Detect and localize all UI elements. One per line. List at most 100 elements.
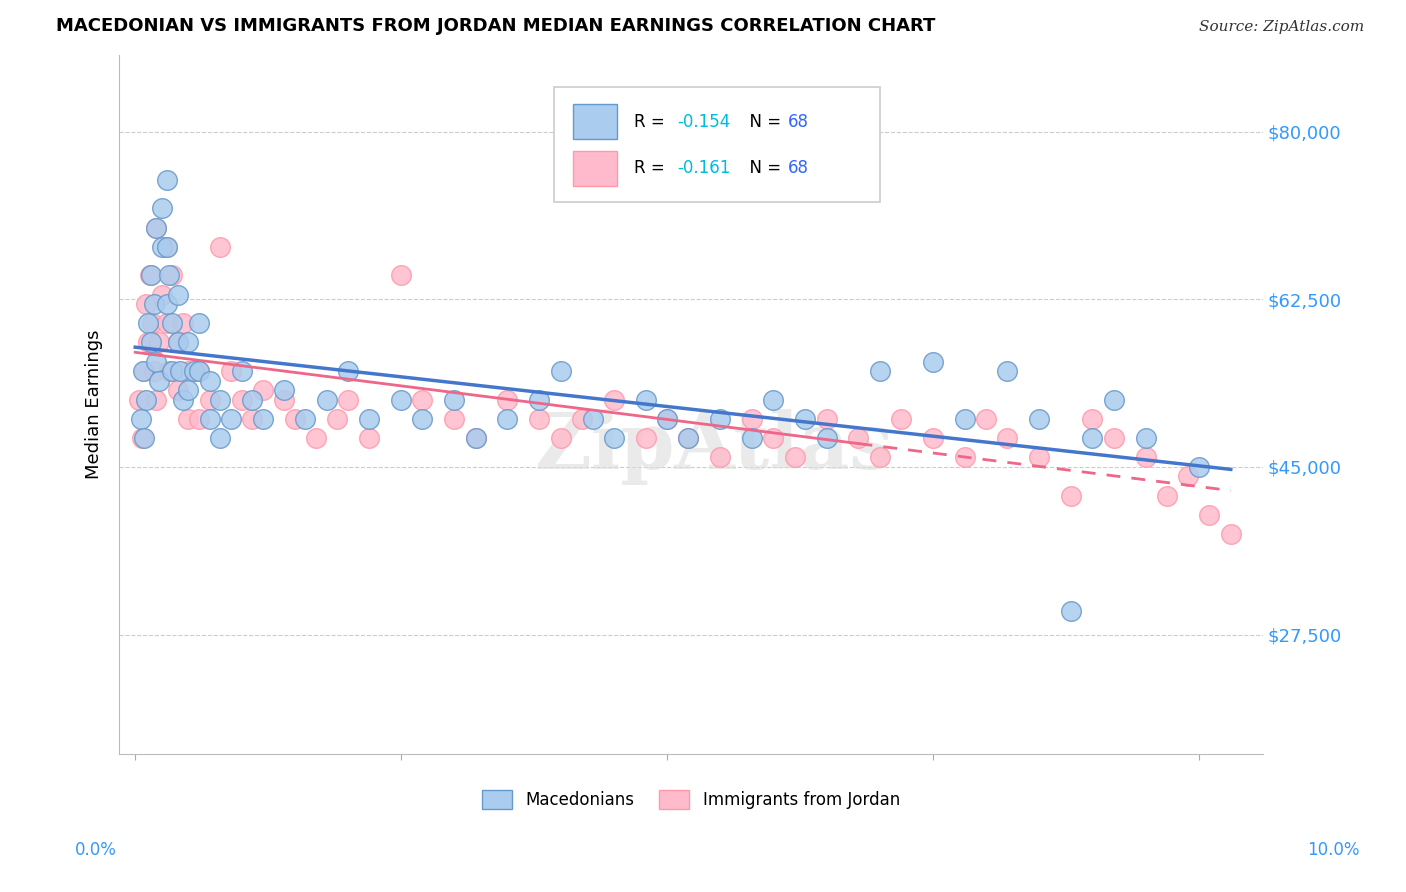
Point	[571, 412, 593, 426]
Point	[139, 268, 162, 283]
Point	[443, 412, 465, 426]
Point	[1156, 489, 1178, 503]
Point	[219, 412, 242, 426]
Point	[1219, 527, 1241, 541]
Point	[655, 412, 678, 426]
Point	[172, 392, 194, 407]
Point	[156, 240, 179, 254]
Bar	[574, 151, 617, 186]
Point	[581, 412, 603, 426]
Text: -0.161: -0.161	[678, 160, 731, 178]
Point	[162, 364, 184, 378]
Point	[359, 431, 381, 445]
Point	[148, 374, 170, 388]
Point	[166, 335, 188, 350]
Point	[922, 354, 945, 368]
Point	[209, 240, 232, 254]
Point	[188, 316, 211, 330]
Point	[172, 316, 194, 330]
Point	[145, 392, 167, 407]
Point	[848, 431, 870, 445]
Point	[678, 431, 700, 445]
Point	[273, 392, 295, 407]
Point	[156, 172, 179, 186]
Point	[359, 412, 381, 426]
Point	[1028, 450, 1050, 465]
Point	[550, 431, 572, 445]
Point	[177, 335, 200, 350]
Point	[869, 364, 891, 378]
Point	[177, 384, 200, 398]
Point	[1102, 431, 1125, 445]
Point	[166, 384, 188, 398]
Point	[815, 431, 838, 445]
Point	[550, 364, 572, 378]
Point	[240, 412, 263, 426]
Text: N =: N =	[740, 160, 786, 178]
Point	[132, 364, 155, 378]
Point	[1135, 450, 1157, 465]
Point	[1177, 469, 1199, 483]
Point	[150, 240, 173, 254]
Point	[145, 220, 167, 235]
Point	[198, 412, 221, 426]
Point	[709, 412, 731, 426]
Point	[252, 384, 274, 398]
Y-axis label: Median Earnings: Median Earnings	[86, 330, 103, 479]
Text: N =: N =	[740, 112, 786, 130]
Point	[136, 316, 159, 330]
Point	[188, 412, 211, 426]
Point	[198, 392, 221, 407]
Point	[136, 335, 159, 350]
Point	[529, 412, 551, 426]
Point	[496, 412, 519, 426]
Point	[997, 431, 1019, 445]
Point	[496, 392, 519, 407]
Point	[141, 316, 163, 330]
Point	[890, 412, 912, 426]
Text: ZipAtlas: ZipAtlas	[534, 409, 893, 484]
Point	[1198, 508, 1220, 522]
Point	[177, 412, 200, 426]
Point	[231, 364, 253, 378]
Point	[131, 431, 153, 445]
Point	[132, 431, 155, 445]
Point	[209, 431, 232, 445]
Point	[198, 374, 221, 388]
Point	[156, 297, 179, 311]
Point	[1081, 412, 1104, 426]
Point	[794, 412, 817, 426]
Point	[336, 392, 359, 407]
Point	[869, 450, 891, 465]
Point	[1081, 431, 1104, 445]
Text: R =: R =	[634, 160, 669, 178]
Point	[156, 316, 179, 330]
Point	[240, 392, 263, 407]
Point	[603, 431, 626, 445]
Point	[974, 412, 997, 426]
Point	[741, 412, 763, 426]
Point	[1135, 431, 1157, 445]
Point	[678, 431, 700, 445]
Point	[209, 392, 232, 407]
Point	[143, 297, 166, 311]
Text: Source: ZipAtlas.com: Source: ZipAtlas.com	[1198, 21, 1364, 34]
Point	[145, 220, 167, 235]
Point	[128, 392, 150, 407]
Text: R =: R =	[634, 112, 669, 130]
Point	[815, 412, 838, 426]
Point	[284, 412, 307, 426]
Point	[411, 392, 433, 407]
Text: 10.0%: 10.0%	[1306, 840, 1360, 858]
Point	[231, 392, 253, 407]
Point	[953, 450, 976, 465]
Point	[953, 412, 976, 426]
Point	[603, 392, 626, 407]
Point	[709, 450, 731, 465]
Point	[389, 392, 412, 407]
Point	[150, 202, 173, 216]
Point	[162, 316, 184, 330]
Point	[141, 335, 163, 350]
Point	[389, 268, 412, 283]
Point	[1188, 459, 1211, 474]
